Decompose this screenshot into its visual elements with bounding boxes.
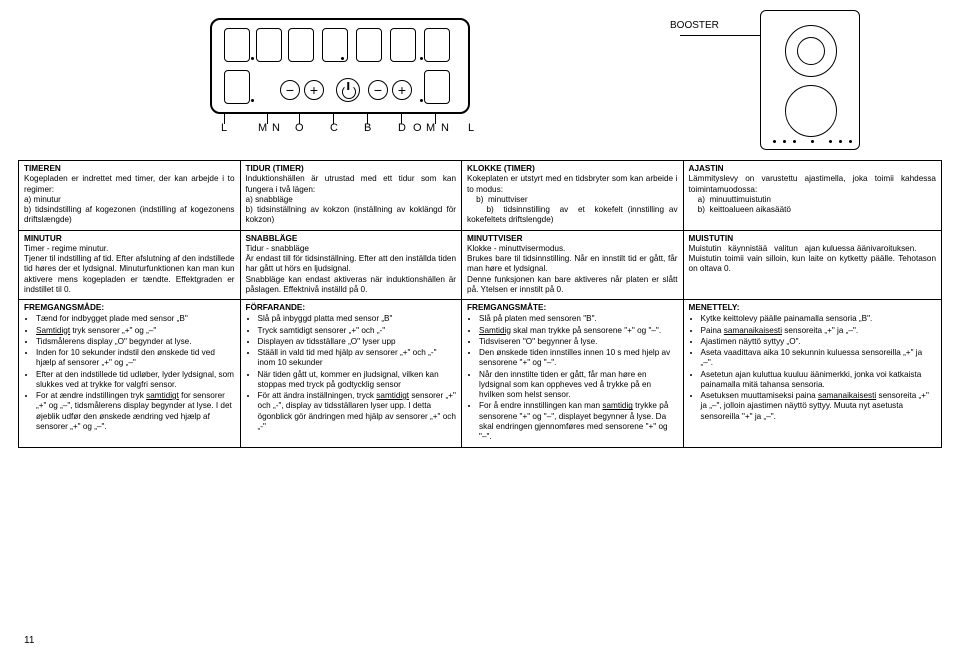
cell-title: TIDUR (TIMER) [246,164,457,174]
hob-ring-top-inner [797,37,825,65]
instruction-cell: FREMGANGSMÅTE:Slå på platen med sensoren… [462,300,684,448]
list-item: Displayen av tidsställare „O" lyser upp [258,337,457,347]
display-L2 [224,70,250,104]
instruction-cell: FREMGANGSMÅDE:Tænd for indbygget plade m… [19,300,241,448]
plus-icon: + [304,80,324,100]
label-C: C [330,122,338,134]
cell-list: Kytke keittolevy päälle painamalla senso… [689,314,936,422]
list-item: Efter at den indstillede tid udløber, ly… [36,370,235,391]
list-item: För att ändra inställningen, tryck samti… [258,391,457,432]
list-item: Asetetun ajan kuluttua kuuluu äänimerkki… [701,370,936,391]
display-M [256,28,282,62]
instruction-cell: MENETTELY:Kytke keittolevy päälle painam… [683,300,941,448]
power-icon [336,78,360,102]
list-item: Ajastimen näyttö syttyy „O". [701,337,936,347]
list-item: For at ændre indstillingen tryk samtidig… [36,391,235,432]
label-M2: M [426,122,435,134]
instruction-cell: TIDUR (TIMER)Induktionshällen är utrusta… [240,161,462,231]
list-item: När tiden gått ut, kommer en jludsignal,… [258,370,457,391]
instruction-cell: MINUTTVISERKlokke - minuttvisermodus. Br… [462,230,684,300]
cell-title: KLOKKE (TIMER) [467,164,678,174]
cell-title: FREMGANGSMÅTE: [467,303,678,313]
cell-list: Slå på inbyggd platta med sensor „B" Tryc… [246,314,457,432]
cell-title: AJASTIN [689,164,936,174]
instruction-cell: MUISTUTINMuistutin käynnistää valitun aj… [683,230,941,300]
list-item: Kytke keittolevy päälle painamalla senso… [701,314,936,324]
label-M: M [258,122,267,134]
list-item: Stääll in vald tid med hjälp av sensorer… [258,348,457,369]
cell-body: Timer - regime minutur. Tjener til indst… [24,244,235,295]
list-item: Asetuksen muuttamiseksi paina samanaikai… [701,391,936,422]
cell-body: Induktionshällen är utrustad med ett tid… [246,174,457,225]
control-panel: − + − + [210,18,470,114]
cell-title: MINUTUR [24,234,235,244]
display-B [390,28,416,62]
label-L2: L [468,122,474,134]
cell-title: MINUTTVISER [467,234,678,244]
instruction-cell: AJASTINLämmityslevy on varustettu ajasti… [683,161,941,231]
list-item: Samtidig skal man trykke på sensorene "+… [479,326,678,336]
list-item: Den ønskede tiden innstilles innen 10 s … [479,348,678,369]
cell-list: Slå på platen med sensoren "B". Samtidig … [467,314,678,442]
label-O2: O [413,122,422,134]
appliance-diagram: − + − + L M N O C B D O M N L BOOSTER [0,0,960,160]
display-N [288,28,314,62]
instruction-cell: SNABBLÄGETidur - snabbläge Är endast til… [240,230,462,300]
label-L: L [221,122,227,134]
cell-title: FREMGANGSMÅDE: [24,303,235,313]
cell-body: Tidur - snabbläge Är endast till för tid… [246,244,457,295]
plus-icon-2: + [392,80,412,100]
page-number: 11 [24,635,34,646]
label-D: D [398,122,406,134]
display-C [356,28,382,62]
list-item: Aseta vaadittava aika 10 sekunnin kulues… [701,348,936,369]
label-B: B [364,122,371,134]
list-item: Tænd for indbygget plade med sensor „B" [36,314,235,324]
cell-body: Muistutin käynnistää valitun ajan kulues… [689,244,936,275]
display-D2 [424,70,450,104]
label-N2: N [441,122,449,134]
list-item: Paina samanaikaisesti sensoreita „+" ja … [701,326,936,336]
instruction-cell: FÖRFARANDE:Slå på inbyggd platta med sen… [240,300,462,448]
display-O [322,28,348,62]
cell-title: SNABBLÄGE [246,234,457,244]
cell-body: Kogepladen er indrettet med timer, der k… [24,174,235,225]
hob-unit [760,10,860,150]
cell-title: FÖRFARANDE: [246,303,457,313]
cell-title: MUISTUTIN [689,234,936,244]
display-D [424,28,450,62]
label-N: N [272,122,280,134]
instruction-cell: TIMERENKogepladen er indrettet med timer… [19,161,241,231]
list-item: Når den innstilte tiden er gått, får man… [479,370,678,401]
instruction-table: TIMERENKogepladen er indrettet med timer… [18,160,942,448]
list-item: For å endre innstillingen kan man samtid… [479,401,678,442]
cell-body: Klokke - minuttvisermodus. Brukes bare t… [467,244,678,295]
list-item: Slå på inbyggd platta med sensor „B" [258,314,457,324]
list-item: Tryck samtidigt sensorer „+" och „-" [258,326,457,336]
list-item: Slå på platen med sensoren "B". [479,314,678,324]
list-item: Samtidigt tryk sensorer „+" og „–" [36,326,235,336]
cell-body: Kokeplaten er utstyrt med en tidsbryter … [467,174,678,225]
list-item: Tidsviseren "O" begynner å lyse. [479,337,678,347]
cell-list: Tænd for indbygget plade med sensor „B" S… [24,314,235,432]
instruction-cell: MINUTURTimer - regime minutur. Tjener ti… [19,230,241,300]
hob-ring-bottom [785,85,837,137]
cell-title: MENETTELY: [689,303,936,313]
display-L [224,28,250,62]
minus-icon: − [280,80,300,100]
cell-title: TIMEREN [24,164,235,174]
cell-body: Lämmityslevy on varustettu ajastimella, … [689,174,936,215]
instruction-cell: KLOKKE (TIMER)Kokeplaten er utstyrt med … [462,161,684,231]
minus-icon-2: − [368,80,388,100]
booster-label: BOOSTER [670,20,719,31]
list-item: Tidsmålerens display „O" begynder at lys… [36,337,235,347]
list-item: Inden for 10 sekunder indstil den ønsked… [36,348,235,369]
label-O: O [295,122,304,134]
